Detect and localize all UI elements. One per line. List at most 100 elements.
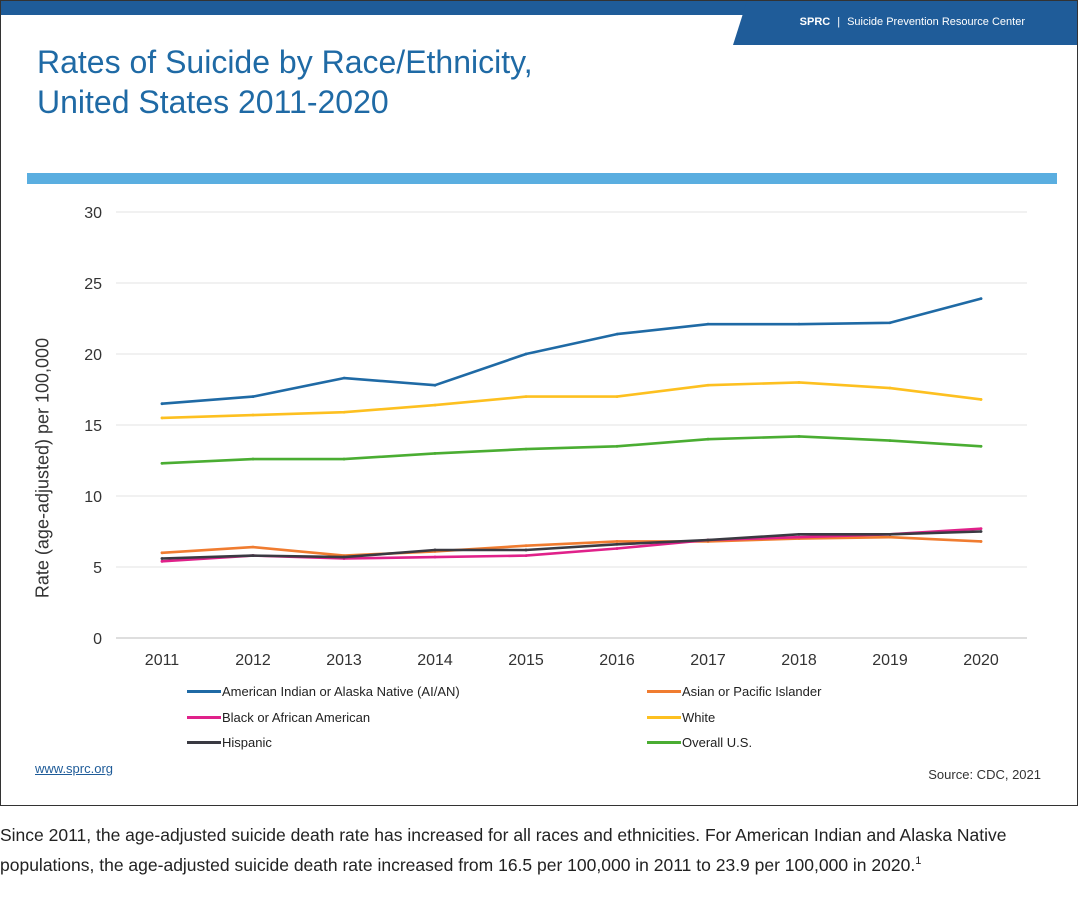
y-axis-label: Rate (age-adjusted) per 100,000 bbox=[32, 337, 53, 599]
sprc-link[interactable]: www.sprc.org bbox=[35, 761, 114, 776]
series-line-3 bbox=[160, 381, 983, 420]
data-point-s0-2014 bbox=[433, 383, 437, 387]
legend-label: Hispanic bbox=[222, 734, 272, 750]
data-point-s2-2016 bbox=[615, 547, 619, 550]
data-point-s4-2012 bbox=[251, 554, 255, 558]
legend-label: Overall U.S. bbox=[682, 734, 753, 750]
series-line-0 bbox=[160, 297, 983, 406]
data-point-s3-2020 bbox=[979, 398, 983, 401]
x-tick-label: 2020 bbox=[963, 652, 999, 669]
x-tick-label: 2017 bbox=[690, 652, 726, 669]
legend-swatch bbox=[647, 740, 681, 744]
brand-org: Suicide Prevention Resource Center bbox=[847, 16, 1025, 28]
legend-swatch bbox=[647, 715, 681, 719]
data-point-s0-2015 bbox=[524, 352, 528, 356]
chart-card: SPRC | Suicide Prevention Resource Center … bbox=[0, 0, 1078, 806]
data-point-s3-2013 bbox=[342, 410, 346, 414]
legend-swatch bbox=[187, 740, 221, 744]
legend-swatch bbox=[187, 689, 221, 693]
data-point-s5-2012 bbox=[251, 457, 255, 461]
legend: American Indian or Alaska Native (AI/AN)… bbox=[187, 681, 887, 753]
caption: Since 2011, the age-adjusted suicide dea… bbox=[0, 822, 1075, 878]
x-tick-label: 2012 bbox=[235, 652, 271, 669]
data-point-s2-2014 bbox=[433, 555, 437, 559]
data-point-s4-2014 bbox=[433, 548, 437, 552]
legend-item: American Indian or Alaska Native (AI/AN) bbox=[187, 681, 460, 701]
legend-label: Black or African American bbox=[222, 709, 371, 725]
data-point-s1-2011 bbox=[160, 551, 164, 555]
data-point-s3-2012 bbox=[251, 413, 255, 417]
legend-label: American Indian or Alaska Native (AI/AN) bbox=[222, 683, 460, 699]
data-point-s1-2016 bbox=[615, 540, 619, 543]
x-tick-label: 2018 bbox=[781, 652, 817, 669]
brand-abbrev: SPRC bbox=[799, 16, 831, 28]
data-point-s5-2016 bbox=[615, 444, 619, 448]
data-point-s4-2013 bbox=[342, 555, 346, 559]
x-tick-label: 2015 bbox=[508, 652, 544, 669]
caption-footnote: 1 bbox=[915, 855, 922, 867]
data-point-s1-2020 bbox=[979, 540, 983, 543]
data-point-s4-2015 bbox=[524, 548, 528, 552]
legend-item: Hispanic bbox=[187, 732, 272, 752]
series-line-5 bbox=[160, 435, 983, 465]
header-tab bbox=[733, 1, 1077, 45]
legend-label: White bbox=[682, 709, 716, 725]
data-point-s3-2018 bbox=[797, 381, 801, 384]
y-tick-label: 10 bbox=[84, 489, 102, 506]
data-point-s5-2015 bbox=[524, 447, 528, 451]
data-point-s5-2014 bbox=[433, 452, 437, 455]
data-point-s3-2016 bbox=[615, 395, 619, 398]
y-tick-label: 5 bbox=[93, 560, 102, 577]
data-point-s5-2017 bbox=[706, 437, 710, 441]
y-tick-label: 30 bbox=[84, 205, 102, 222]
legend-item: Overall U.S. bbox=[647, 732, 752, 752]
data-point-s0-2017 bbox=[706, 322, 710, 326]
data-point-s5-2011 bbox=[160, 461, 164, 465]
data-point-s0-2019 bbox=[888, 321, 892, 325]
data-point-s0-2013 bbox=[342, 376, 346, 380]
x-tick-label: 2016 bbox=[599, 652, 635, 669]
data-point-s0-2011 bbox=[160, 402, 164, 406]
y-tick-label: 25 bbox=[84, 276, 102, 293]
data-point-s4-2018 bbox=[797, 532, 801, 536]
data-point-s0-2018 bbox=[797, 322, 801, 326]
data-point-s3-2019 bbox=[888, 386, 892, 390]
line-chart: 0 5 10 15 20 25 30 2011 2012 2013 2014 2015 2016 2017… bbox=[84, 205, 1027, 669]
data-point-s4-2019 bbox=[888, 532, 892, 536]
series-line-4 bbox=[160, 530, 983, 560]
y-tick-label: 20 bbox=[84, 347, 102, 364]
data-point-s5-2020 bbox=[979, 444, 983, 448]
data-point-s2-2011 bbox=[160, 559, 164, 563]
data-point-s4-2016 bbox=[615, 542, 619, 546]
series-line-1 bbox=[160, 535, 983, 557]
brand-label: SPRC | Suicide Prevention Resource Center bbox=[800, 16, 1025, 28]
chart-title-line2: United States 2011-2020 bbox=[37, 84, 389, 120]
x-tick-label: 2011 bbox=[145, 652, 180, 669]
legend-item: Asian or Pacific Islander bbox=[647, 681, 821, 701]
data-point-s2-2018 bbox=[797, 535, 801, 539]
brand-separator: | bbox=[837, 16, 841, 28]
accent-rule bbox=[27, 173, 1057, 184]
legend-item: White bbox=[647, 707, 715, 727]
caption-text: Since 2011, the age-adjusted suicide dea… bbox=[0, 825, 1007, 875]
data-point-s1-2012 bbox=[251, 545, 255, 549]
x-tick-label: 2014 bbox=[417, 652, 453, 669]
data-point-s2-2015 bbox=[524, 554, 528, 558]
data-point-s0-2020 bbox=[979, 297, 983, 301]
header-bar: SPRC | Suicide Prevention Resource Center bbox=[1, 1, 1077, 45]
chart-title-line1: Rates of Suicide by Race/Ethnicity, bbox=[37, 44, 533, 80]
source-note: Source: CDC, 2021 bbox=[928, 767, 1041, 782]
legend-swatch bbox=[187, 715, 221, 719]
data-point-s5-2013 bbox=[342, 457, 346, 461]
data-point-s3-2014 bbox=[433, 403, 437, 407]
y-tick-label: 0 bbox=[93, 631, 102, 648]
data-point-s1-2015 bbox=[524, 544, 528, 548]
data-point-s5-2019 bbox=[888, 439, 892, 443]
data-point-s4-2011 bbox=[160, 557, 164, 560]
legend-swatch bbox=[647, 689, 681, 693]
x-tick-label: 2019 bbox=[872, 652, 908, 669]
data-point-s3-2011 bbox=[160, 416, 164, 420]
data-point-s4-2017 bbox=[706, 538, 710, 542]
data-point-s2-2020 bbox=[979, 527, 983, 531]
data-point-s3-2017 bbox=[706, 383, 710, 387]
